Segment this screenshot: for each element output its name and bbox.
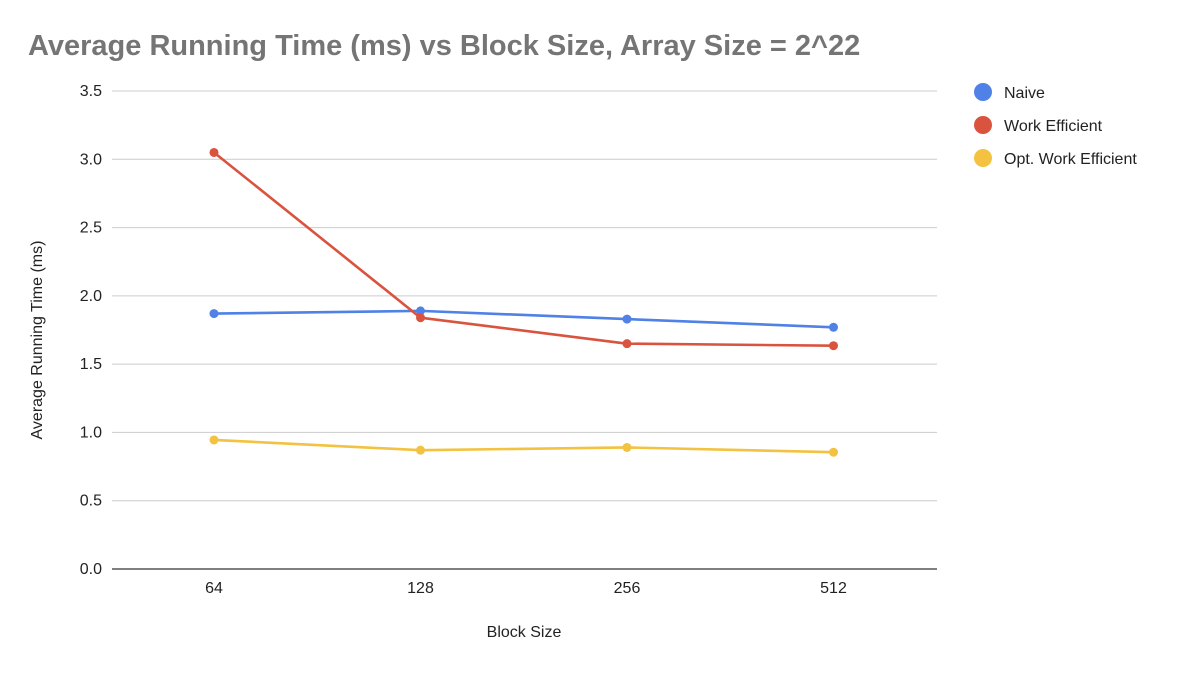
y-axis-label: Average Running Time (ms) [29, 241, 46, 440]
x-tick-label: 512 [820, 580, 847, 597]
x-tick-label: 64 [205, 580, 223, 597]
data-point[interactable] [209, 147, 219, 157]
legend-swatch [974, 116, 992, 134]
data-point[interactable] [209, 435, 219, 445]
x-axis-ticks: 64 128 256 512 [205, 580, 847, 597]
data-point[interactable] [416, 445, 425, 455]
data-point[interactable] [829, 322, 838, 332]
y-tick-label: 2.0 [80, 288, 102, 305]
y-tick-label: 1.0 [80, 424, 102, 441]
legend-label: Opt. Work Efficient [1004, 151, 1137, 168]
y-axis-ticks: 0.0 0.5 1.0 1.5 2.0 2.5 3.0 3.5 [80, 83, 102, 578]
data-point[interactable] [416, 313, 425, 323]
series-line [212, 151, 835, 348]
x-tick-label: 128 [407, 580, 434, 597]
x-tick-label: 256 [614, 580, 641, 597]
y-tick-label: 0.5 [80, 493, 102, 510]
series-work-efficient [209, 147, 838, 351]
y-tick-label: 3.0 [80, 151, 102, 168]
gridlines [112, 90, 937, 570]
legend-item[interactable]: Work Efficient [974, 116, 1103, 135]
series-line [212, 438, 835, 454]
legend-swatch [974, 149, 992, 167]
data-point[interactable] [829, 341, 838, 351]
y-tick-label: 2.5 [80, 220, 102, 237]
data-point[interactable] [829, 447, 838, 457]
legend: Naive Work Efficient Opt. Work Efficient [974, 83, 1137, 168]
data-point[interactable] [416, 306, 425, 316]
legend-item[interactable]: Naive [974, 83, 1045, 102]
chart-title: Average Running Time (ms) vs Block Size,… [28, 30, 860, 62]
series-line [212, 309, 835, 329]
legend-item[interactable]: Opt. Work Efficient [974, 149, 1137, 168]
legend-label: Naive [1004, 85, 1045, 102]
legend-label: Work Efficient [1004, 118, 1103, 135]
series-group [209, 147, 838, 457]
data-point[interactable] [209, 309, 219, 319]
x-axis-label: Block Size [487, 624, 562, 641]
data-point[interactable] [622, 339, 632, 349]
series-naive [209, 306, 838, 332]
y-tick-label: 3.5 [80, 83, 102, 100]
y-tick-label: 1.5 [80, 356, 102, 373]
y-tick-label: 0.0 [80, 561, 102, 578]
legend-swatch [974, 83, 992, 101]
series-opt-work-efficient [209, 435, 838, 457]
data-point[interactable] [622, 442, 632, 452]
data-point[interactable] [622, 314, 632, 324]
